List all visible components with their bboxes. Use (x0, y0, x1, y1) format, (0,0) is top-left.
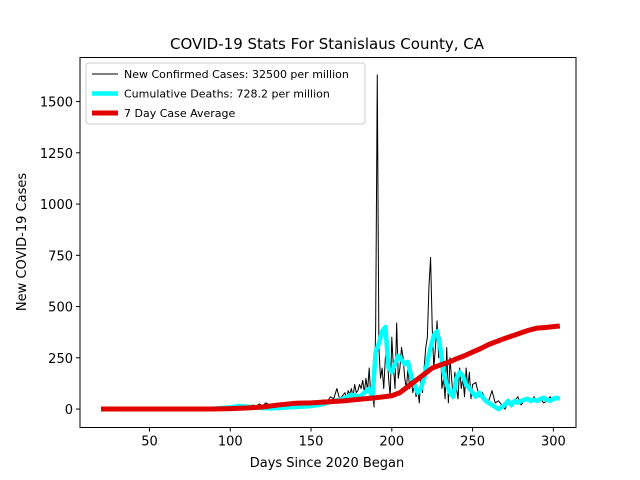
plot-area (79, 57, 577, 428)
y-tick-label: 1250 (40, 147, 73, 162)
legend-box (85, 62, 366, 125)
y-axis: 0 250 500 750 1000 1250 1500 (40, 96, 80, 418)
y-tick-label: 0 (65, 403, 73, 418)
series-layer (101, 74, 561, 412)
legend: New Confirmed Cases: 32500 per million Cu… (85, 62, 366, 125)
y-tick-label: 250 (48, 352, 73, 367)
x-tick-label: 300 (541, 435, 566, 450)
x-axis: 50 100 150 200 250 300 (141, 427, 566, 450)
plot-frame (79, 57, 577, 428)
y-tick-label: 1500 (40, 96, 73, 111)
x-tick-label: 250 (460, 435, 485, 450)
y-tick-label: 500 (48, 301, 73, 316)
legend-label-1: New Confirmed Cases: 32500 per million (124, 68, 349, 81)
y-axis-label: New COVID-19 Cases (15, 173, 30, 311)
x-tick-label: 50 (141, 435, 158, 450)
x-tick-label: 150 (299, 435, 324, 450)
chart-title: COVID-19 Stats For Stanislaus County, CA (170, 35, 485, 53)
series-line-3 (101, 323, 561, 412)
legend-label-2: Cumulative Deaths: 728.2 per million (124, 88, 330, 101)
y-tick-label: 1000 (40, 198, 73, 213)
x-axis-label: Days Since 2020 Began (250, 456, 405, 471)
x-tick-label: 200 (379, 435, 404, 450)
y-tick-label: 750 (48, 249, 73, 264)
x-tick-label: 100 (218, 435, 243, 450)
legend-label-3: 7 Day Case Average (124, 107, 236, 120)
